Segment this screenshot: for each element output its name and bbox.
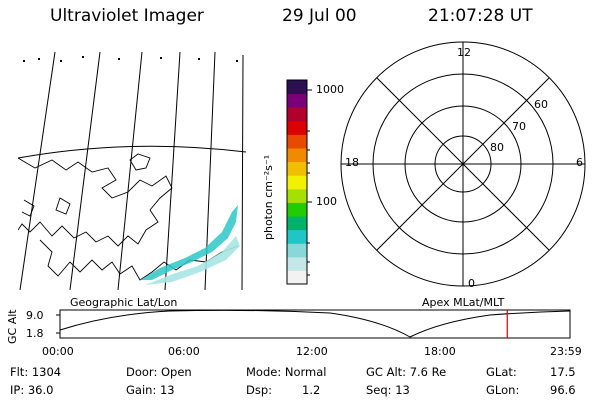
coastline bbox=[55, 197, 71, 215]
orbit-y-top: 9.0 bbox=[26, 309, 44, 322]
colorbar-band bbox=[287, 107, 307, 122]
colorbar-band bbox=[287, 161, 307, 176]
colorbar-band bbox=[287, 134, 307, 149]
orbit-plot bbox=[56, 309, 571, 339]
flight-number: Flt: 1304 bbox=[10, 365, 62, 379]
instrument-title: Ultraviolet Imager bbox=[50, 6, 204, 26]
meridian-line bbox=[117, 51, 143, 290]
mlat-label-80: 80 bbox=[490, 141, 504, 154]
orbit-x-tick: 18:00 bbox=[424, 345, 456, 358]
meridian-line bbox=[19, 51, 56, 290]
polar-diagonal bbox=[376, 77, 550, 251]
dsp-value: 1.2 bbox=[302, 383, 321, 397]
colorbar-tick-100: 100 bbox=[316, 195, 337, 208]
colorbar-band bbox=[287, 202, 307, 217]
orbit-altitude-curve bbox=[59, 309, 571, 338]
colorbar-band bbox=[287, 256, 307, 271]
colorbar-band bbox=[287, 148, 307, 163]
meridian-line bbox=[164, 51, 181, 290]
mlt-label-12: 12 bbox=[457, 46, 471, 59]
geographic-map bbox=[18, 51, 247, 290]
colorbar-band bbox=[287, 229, 307, 244]
latitude-line bbox=[18, 145, 247, 159]
meridian-line bbox=[69, 51, 101, 290]
coastline bbox=[21, 199, 35, 217]
coastline bbox=[129, 153, 151, 171]
polar-plot-label: Apex MLat/MLT bbox=[422, 296, 505, 309]
orbit-ylabel: GC Alt bbox=[6, 309, 19, 344]
colorbar-band bbox=[287, 243, 307, 258]
orbit-x-tick: 06:00 bbox=[168, 345, 200, 358]
ip-value: IP: 36.0 bbox=[10, 383, 54, 397]
colorbar-band bbox=[287, 216, 307, 231]
door-status: Door: Open bbox=[126, 365, 192, 379]
orbit-x-tick: 23:59 bbox=[550, 345, 582, 358]
colorbar-band bbox=[287, 270, 307, 285]
colorbar-unit-label: photon cm⁻²s⁻¹ bbox=[262, 154, 275, 240]
colorbar-band bbox=[287, 80, 307, 95]
coastline bbox=[18, 157, 173, 247]
dsp-label: Dsp: bbox=[246, 383, 273, 397]
date-label: 29 Jul 00 bbox=[282, 6, 357, 26]
orbit-x-tick: 00:00 bbox=[42, 345, 74, 358]
meridian-line bbox=[241, 54, 244, 290]
mlt-label-0: 0 bbox=[468, 277, 475, 290]
gain-value: Gain: 13 bbox=[126, 383, 175, 397]
geo-map-label: Geographic Lat/Lon bbox=[70, 296, 178, 309]
orbit-x-tick: 12:00 bbox=[296, 345, 328, 358]
mlt-label-18: 18 bbox=[345, 156, 359, 169]
sequence-number: Seq: 13 bbox=[366, 383, 410, 397]
glat-value: 17.5 bbox=[550, 365, 576, 379]
mode-value: Mode: Normal bbox=[246, 365, 327, 379]
orbit-y-bottom: 1.8 bbox=[26, 327, 44, 340]
aurora-emission bbox=[145, 236, 240, 285]
time-label: 21:07:28 UT bbox=[428, 6, 533, 26]
colorbar-band bbox=[287, 175, 307, 190]
colorbar-band bbox=[287, 93, 307, 108]
glon-value: 96.6 bbox=[550, 383, 576, 397]
polar-plot bbox=[340, 41, 586, 287]
aurora-emission bbox=[140, 205, 238, 280]
mlat-label-60: 60 bbox=[534, 98, 548, 111]
gc-altitude: GC Alt: 7.6 Re bbox=[366, 365, 447, 379]
colorbar-tick-1000: 1000 bbox=[316, 83, 344, 96]
glat-label: GLat: bbox=[486, 365, 517, 379]
glon-label: GLon: bbox=[486, 383, 520, 397]
color-bar bbox=[286, 79, 312, 285]
mlt-label-6: 6 bbox=[576, 156, 583, 169]
colorbar-band bbox=[287, 120, 307, 135]
mlat-label-70: 70 bbox=[512, 120, 526, 133]
colorbar-band bbox=[287, 188, 307, 203]
